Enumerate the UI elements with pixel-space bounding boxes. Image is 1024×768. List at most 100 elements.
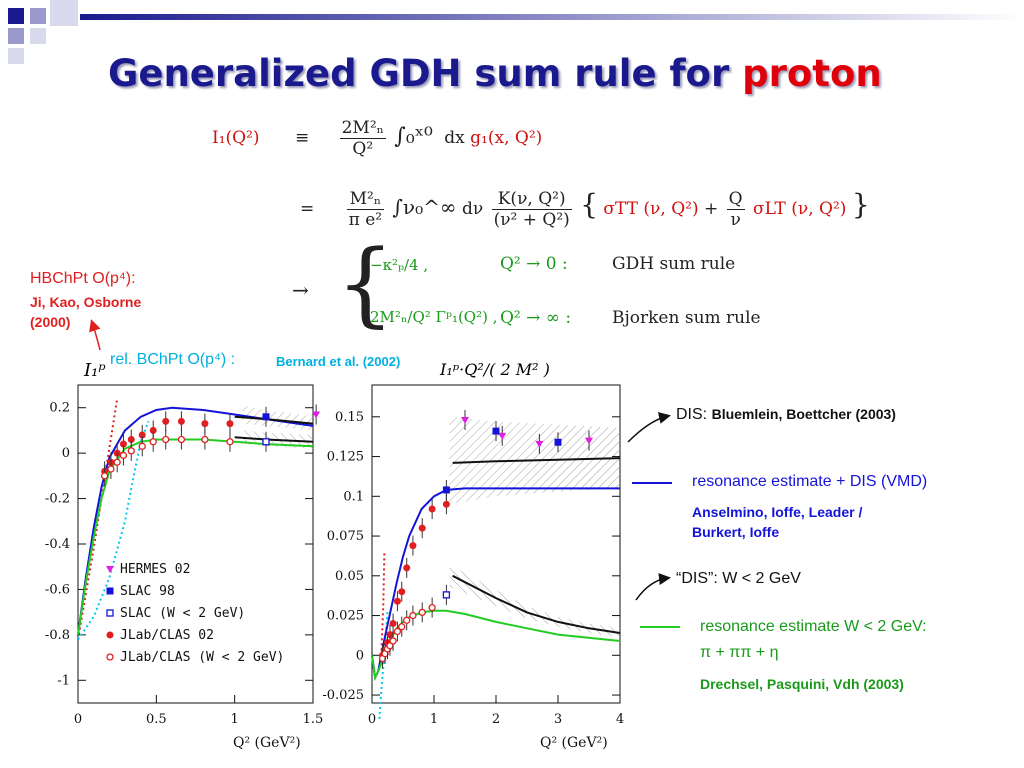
data-point <box>138 431 146 439</box>
eq1-frac-den: Q² <box>352 139 374 159</box>
data-point <box>409 611 417 620</box>
hbchpt-arrow <box>89 319 101 351</box>
curve-line <box>77 438 314 636</box>
eq3-case2-cond: Q² → ∞ : <box>500 308 572 328</box>
data-point <box>201 435 209 444</box>
data-point <box>127 447 135 455</box>
x-tick-label: 1.5 <box>303 712 324 727</box>
data-point <box>585 437 593 445</box>
data-point <box>442 591 451 599</box>
res-dis-authors-2: Burkert, Ioffe <box>692 524 780 540</box>
eq3-big-brace: { <box>336 230 395 337</box>
x-tick-label: 1 <box>430 712 438 727</box>
res-w-channels: π + ππ + η <box>700 644 779 661</box>
slide-title: Generalized GDH sum rule for proton <box>108 52 882 95</box>
data-point <box>100 472 109 480</box>
dis-label-text: DIS: <box>676 406 708 423</box>
data-point <box>492 427 500 435</box>
data-point <box>535 440 544 448</box>
y-tick-label: -0.025 <box>322 688 364 703</box>
data-point <box>162 417 170 425</box>
legend-marker <box>106 566 114 573</box>
data-point <box>398 623 406 631</box>
data-point <box>226 420 234 428</box>
legend-label: HERMES 02 <box>120 562 190 577</box>
eq3-case1-lhs: −κ²ₚ/4 , <box>370 256 429 274</box>
corner-decoration-4 <box>8 28 24 44</box>
data-point <box>393 597 401 605</box>
eq1-dx: dx <box>444 128 465 148</box>
data-point <box>403 564 411 572</box>
eq2-frac2-num: K(ν, Q²) <box>491 189 572 210</box>
corner-decoration-1 <box>8 8 24 24</box>
eq2-brace-open: { <box>580 188 599 221</box>
x-tick-label: 3 <box>554 712 562 727</box>
eq1-frac: 2M²ₙ Q² <box>339 118 387 159</box>
x-tick-label: 0 <box>74 712 82 727</box>
y-tick-label: 0.05 <box>335 569 364 584</box>
corner-decoration-3 <box>50 0 78 26</box>
right-chart-ylabel: I₁ᵖ·Q²/( 2 M² ) <box>440 360 550 379</box>
data-point <box>127 436 135 444</box>
corner-decoration-6 <box>8 48 24 64</box>
x-tick-label: 4 <box>616 712 624 727</box>
data-point <box>393 627 402 636</box>
dis-label: DIS: Bluemlein, Boettcher (2003) <box>676 406 896 424</box>
y-tick-label: 0.15 <box>335 410 364 425</box>
slide-title-main: Generalized GDH sum rule for <box>108 52 743 95</box>
data-point <box>138 442 146 450</box>
eq2-sigma-lt: σLT (ν, Q²) <box>753 199 847 219</box>
data-point <box>119 451 128 460</box>
eq3-case1-name: GDH sum rule <box>612 254 736 274</box>
res-dis-label: resonance estimate + DIS (VMD) <box>692 473 928 490</box>
res-dis-authors-1: Anselmino, Ioffe, Leader / <box>692 504 863 520</box>
y-tick-label: -0.8 <box>45 628 70 643</box>
slide-title-highlight: proton <box>742 52 882 95</box>
y-tick-label: 0 <box>62 446 70 461</box>
uncertainty-band <box>449 564 620 638</box>
data-point <box>149 426 157 434</box>
right-chart-panel: 0 1 2 3 4 0.15 0.125 0.1 0.075 0.05 0.025 0 -0.025 Q²… <box>322 384 624 751</box>
curve-line <box>77 398 119 640</box>
y-tick-label: -0.6 <box>45 582 70 597</box>
data-point <box>201 420 209 428</box>
res-w-authors: Drechsel, Pasquini, Vdh (2003) <box>700 676 904 692</box>
x-axis-label: Q² (GeV²) <box>233 735 301 751</box>
eq1-op: ≡ <box>294 128 310 148</box>
data-point <box>498 432 507 440</box>
eq2-frac1: M²ₙ π e² <box>346 189 385 230</box>
legend-marker <box>106 631 114 639</box>
data-point <box>461 416 469 424</box>
eq2-brace-close: } <box>851 188 870 221</box>
y-tick-label: 0.1 <box>343 489 364 504</box>
eq2-frac2: K(ν, Q²) (ν² + Q²) <box>491 189 572 230</box>
eq1-frac-num: 2M²ₙ <box>339 118 387 139</box>
data-point <box>113 458 121 466</box>
data-point <box>226 438 234 446</box>
res-dis-line <box>632 482 672 484</box>
header-gradient-bar <box>80 14 1024 20</box>
y-tick-label: 0 <box>356 648 364 663</box>
curve-line <box>371 487 620 682</box>
eq2-dnu: dν <box>461 199 484 219</box>
hbchpt-authors-2: (2000) <box>30 314 71 330</box>
y-tick-label: -1 <box>57 673 70 688</box>
data-point <box>418 608 426 617</box>
relbchpt-authors: Bernard et al. (2002) <box>276 354 401 369</box>
eq2-integral: ∫ν₀^∞ <box>392 195 457 219</box>
data-point <box>554 438 562 446</box>
data-point <box>442 500 450 508</box>
data-point <box>107 465 115 473</box>
eq3-case1-cond: Q² → 0 : <box>500 254 568 274</box>
y-tick-label: 0.075 <box>327 529 364 544</box>
data-point <box>312 411 321 419</box>
eq2-frac3-den: ν <box>730 210 741 230</box>
data-point <box>428 505 436 513</box>
dis-authors: Bluemlein, Boettcher (2003) <box>711 406 896 422</box>
res-w-label: resonance estimate W < 2 GeV: <box>700 618 927 635</box>
relbchpt-label: rel. BChPt O(p⁴) : <box>110 351 236 368</box>
data-point <box>389 620 397 627</box>
eq3-arrow: → <box>292 278 309 302</box>
eq2-frac1-den: π e² <box>348 210 383 230</box>
